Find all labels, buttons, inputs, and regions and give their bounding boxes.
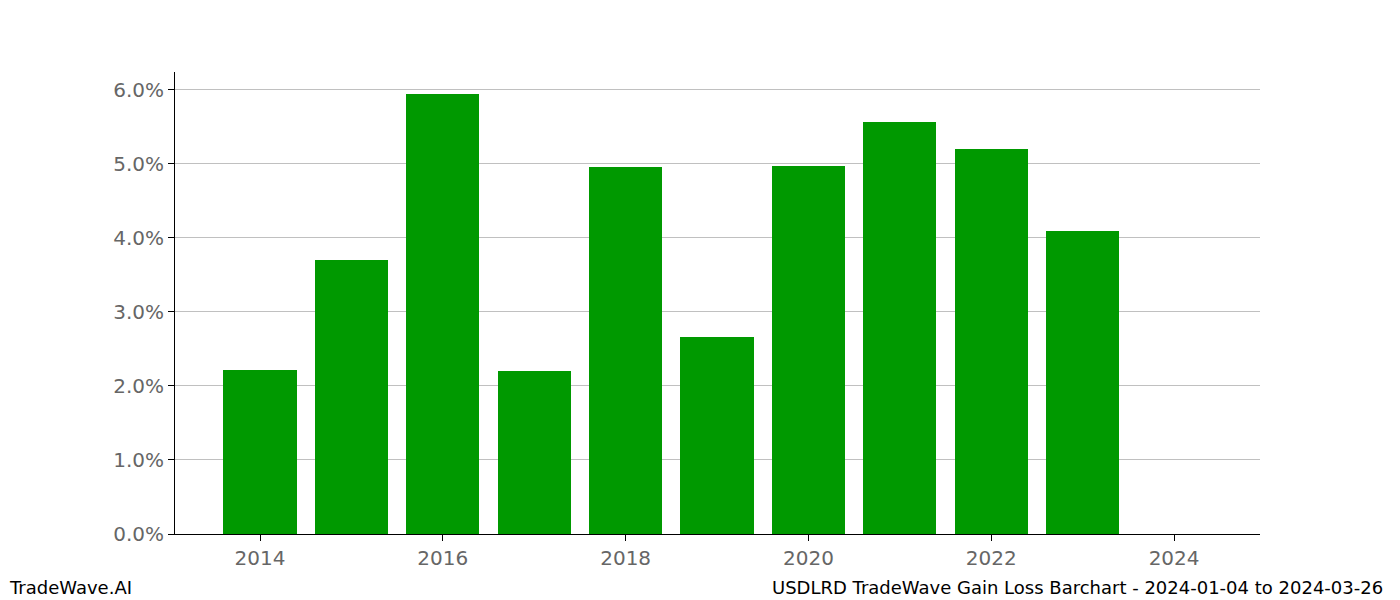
svg-text:3.0%: 3.0% (113, 300, 164, 324)
svg-text:2018: 2018 (600, 546, 651, 570)
svg-text:0.0%: 0.0% (113, 522, 164, 546)
svg-text:2024: 2024 (1149, 546, 1200, 570)
svg-text:USDLRD TradeWave Gain Loss Bar: USDLRD TradeWave Gain Loss Barchart - 20… (772, 577, 1383, 598)
svg-text:6.0%: 6.0% (113, 78, 164, 102)
svg-text:5.0%: 5.0% (113, 152, 164, 176)
svg-text:1.0%: 1.0% (113, 448, 164, 472)
svg-text:2020: 2020 (783, 546, 834, 570)
svg-text:TradeWave.AI: TradeWave.AI (9, 577, 132, 598)
svg-text:2.0%: 2.0% (113, 374, 164, 398)
svg-text:4.0%: 4.0% (113, 226, 164, 250)
svg-text:2022: 2022 (966, 546, 1017, 570)
svg-text:2014: 2014 (235, 546, 286, 570)
svg-text:2016: 2016 (417, 546, 468, 570)
